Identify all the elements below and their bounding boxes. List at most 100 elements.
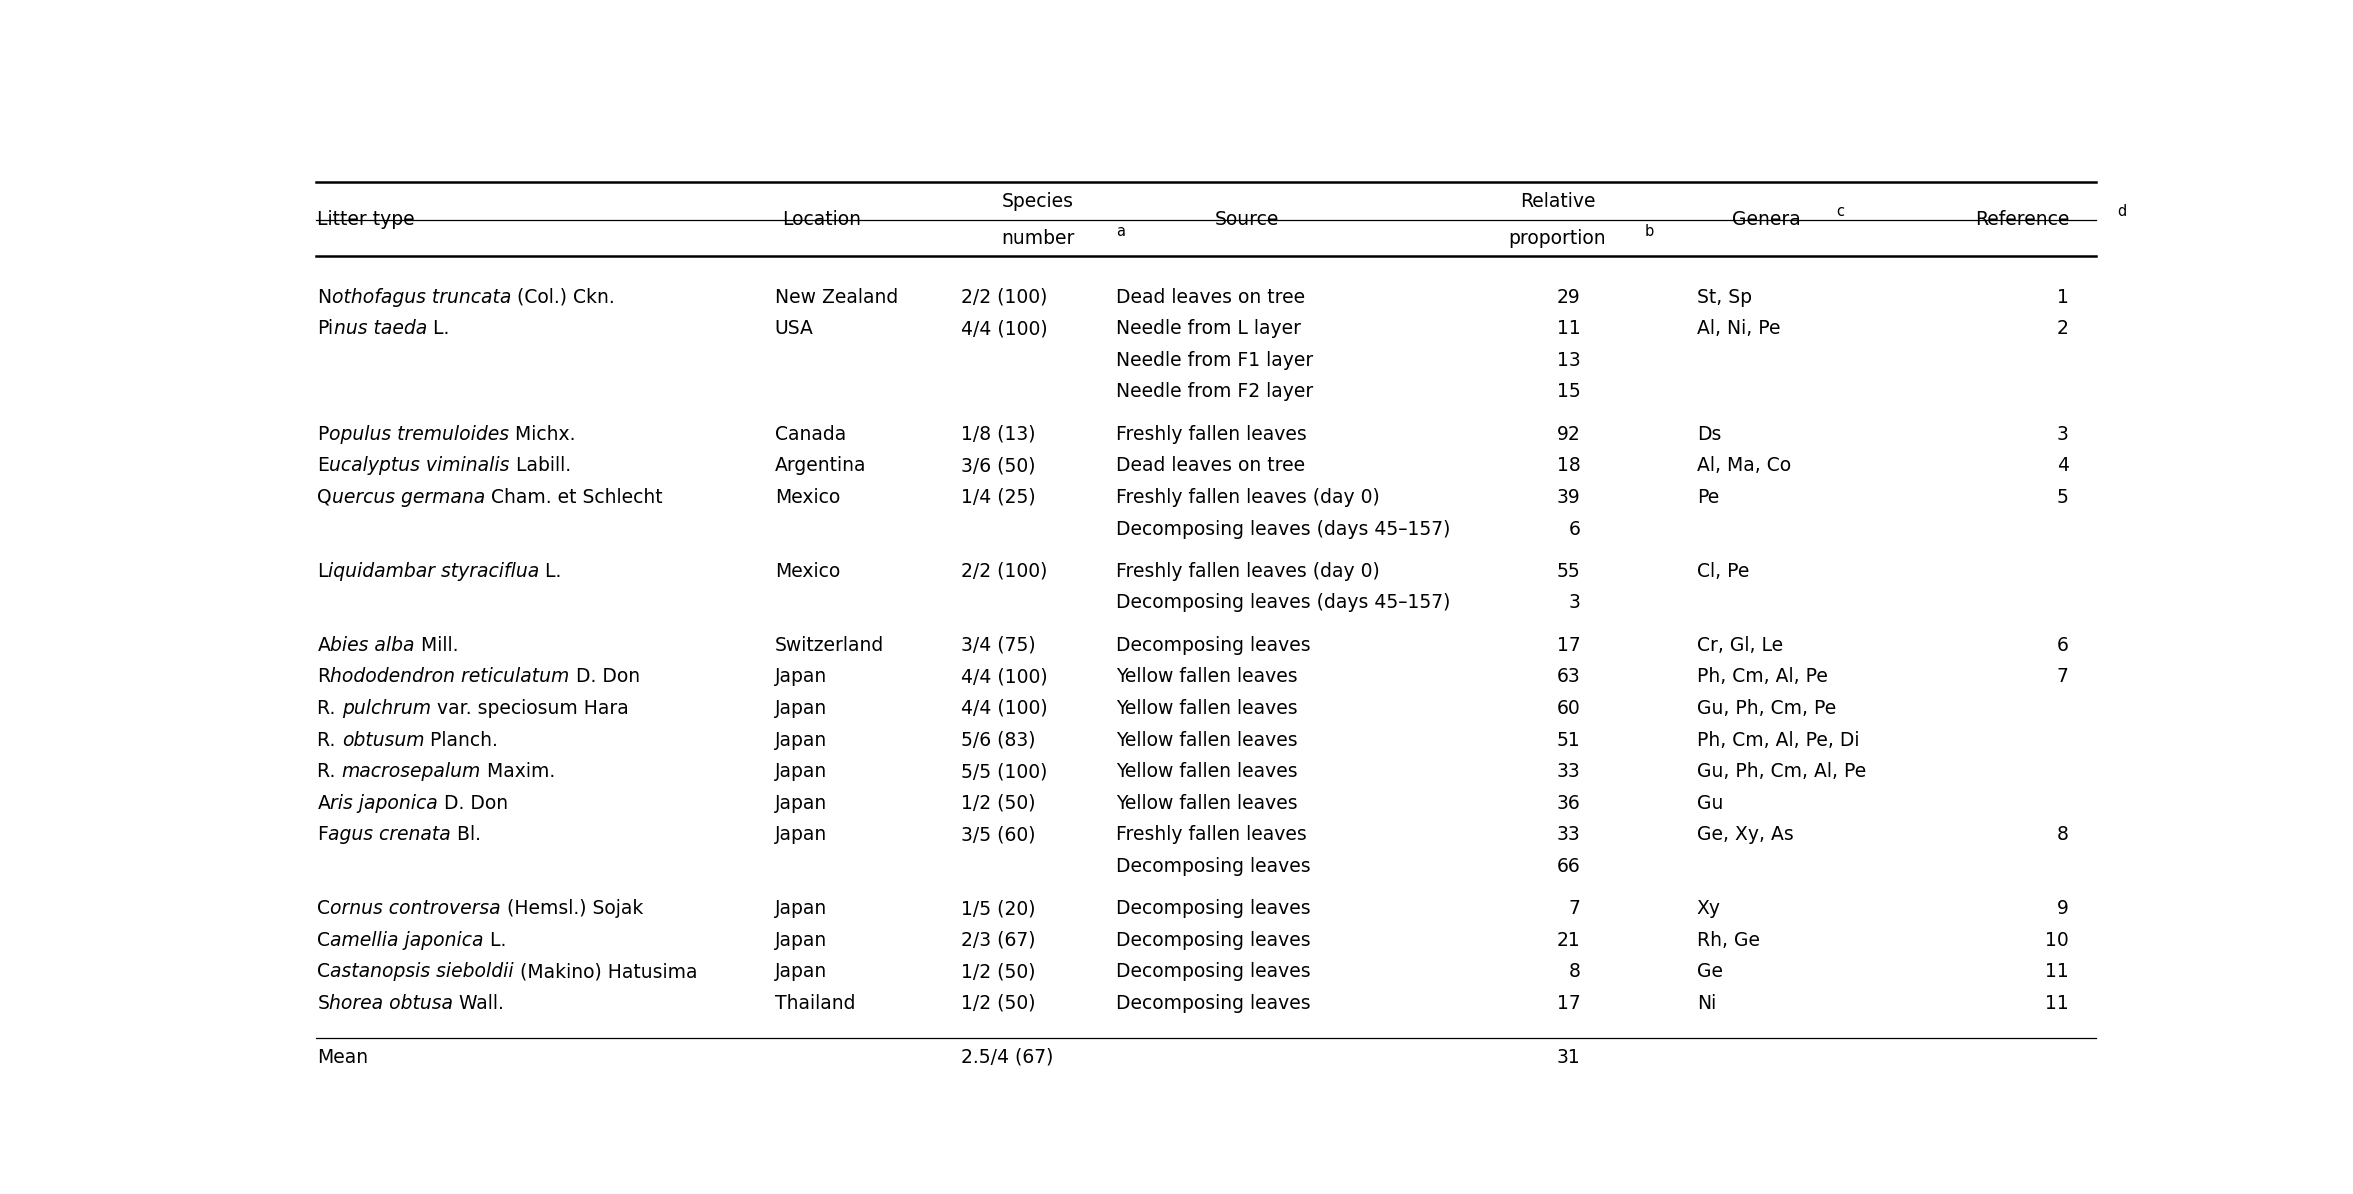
Text: 11: 11 [2045, 962, 2068, 981]
Text: Yellow fallen leaves: Yellow fallen leaves [1115, 794, 1297, 813]
Text: Japan: Japan [774, 731, 826, 750]
Text: F: F [318, 825, 329, 844]
Text: 5/6 (83): 5/6 (83) [960, 731, 1035, 750]
Text: Switzerland: Switzerland [774, 636, 885, 654]
Text: 2: 2 [2057, 319, 2068, 338]
Text: 4/4 (100): 4/4 (100) [960, 667, 1047, 687]
Text: D. Don: D. Don [569, 667, 640, 687]
Text: 55: 55 [1558, 562, 1581, 581]
Text: 7: 7 [1569, 899, 1581, 918]
Text: Bl.: Bl. [452, 825, 480, 844]
Text: Mean: Mean [318, 1048, 369, 1066]
Text: Michx.: Michx. [508, 425, 574, 444]
Text: var. speciosum Hara: var. speciosum Hara [431, 698, 628, 718]
Text: (Makino) Hatusima: (Makino) Hatusima [513, 962, 696, 981]
Text: 60: 60 [1558, 698, 1581, 718]
Text: Ph, Cm, Al, Pe: Ph, Cm, Al, Pe [1697, 667, 1828, 687]
Text: Ni: Ni [1697, 993, 1715, 1013]
Text: Freshly fallen leaves: Freshly fallen leaves [1115, 425, 1306, 444]
Text: othofagus truncata: othofagus truncata [332, 288, 511, 307]
Text: 3/5 (60): 3/5 (60) [960, 825, 1035, 844]
Text: uercus germana: uercus germana [332, 488, 485, 507]
Text: ornus controversa: ornus controversa [329, 899, 501, 918]
Text: c: c [1835, 204, 1845, 220]
Text: Location: Location [781, 210, 861, 228]
Text: 9: 9 [2057, 899, 2068, 918]
Text: 2/2 (100): 2/2 (100) [960, 562, 1047, 581]
Text: Rh, Ge: Rh, Ge [1697, 931, 1760, 949]
Text: Freshly fallen leaves (day 0): Freshly fallen leaves (day 0) [1115, 562, 1379, 581]
Text: nus taeda: nus taeda [334, 319, 426, 338]
Text: 3/6 (50): 3/6 (50) [960, 456, 1035, 475]
Text: agus crenata: agus crenata [329, 825, 452, 844]
Text: Planch.: Planch. [424, 731, 499, 750]
Text: 4/4 (100): 4/4 (100) [960, 319, 1047, 338]
Text: Dead leaves on tree: Dead leaves on tree [1115, 456, 1306, 475]
Text: Cham. et Schlecht: Cham. et Schlecht [485, 488, 664, 507]
Text: 4: 4 [2057, 456, 2068, 475]
Text: Al, Ma, Co: Al, Ma, Co [1697, 456, 1791, 475]
Text: 8: 8 [2057, 825, 2068, 844]
Text: Japan: Japan [774, 698, 826, 718]
Text: 5/5 (100): 5/5 (100) [960, 762, 1047, 781]
Text: Japan: Japan [774, 667, 826, 687]
Text: 3: 3 [2057, 425, 2068, 444]
Text: Al, Ni, Pe: Al, Ni, Pe [1697, 319, 1781, 338]
Text: Decomposing leaves: Decomposing leaves [1115, 636, 1311, 654]
Text: Japan: Japan [774, 899, 826, 918]
Text: 7: 7 [2057, 667, 2068, 687]
Text: 2/3 (67): 2/3 (67) [960, 931, 1035, 949]
Text: Thailand: Thailand [774, 993, 854, 1013]
Text: E: E [318, 456, 329, 475]
Text: 1/2 (50): 1/2 (50) [960, 993, 1035, 1013]
Text: 15: 15 [1558, 382, 1581, 401]
Text: Dead leaves on tree: Dead leaves on tree [1115, 288, 1306, 307]
Text: 17: 17 [1558, 636, 1581, 654]
Text: L.: L. [485, 931, 506, 949]
Text: Japan: Japan [774, 762, 826, 781]
Text: 1: 1 [2057, 288, 2068, 307]
Text: St, Sp: St, Sp [1697, 288, 1753, 307]
Text: Reference: Reference [1974, 210, 2071, 228]
Text: Litter type: Litter type [318, 210, 414, 228]
Text: Decomposing leaves (days 45–157): Decomposing leaves (days 45–157) [1115, 593, 1449, 613]
Text: Ds: Ds [1697, 425, 1722, 444]
Text: Decomposing leaves: Decomposing leaves [1115, 857, 1311, 876]
Text: Freshly fallen leaves (day 0): Freshly fallen leaves (day 0) [1115, 488, 1379, 507]
Text: 21: 21 [1558, 931, 1581, 949]
Text: hododendron reticulatum: hododendron reticulatum [329, 667, 569, 687]
Text: Ph, Cm, Al, Pe, Di: Ph, Cm, Al, Pe, Di [1697, 731, 1859, 750]
Text: 2/2 (100): 2/2 (100) [960, 288, 1047, 307]
Text: Ge, Xy, As: Ge, Xy, As [1697, 825, 1793, 844]
Text: Mexico: Mexico [774, 562, 840, 581]
Text: Needle from L layer: Needle from L layer [1115, 319, 1301, 338]
Text: bies alba: bies alba [329, 636, 414, 654]
Text: Gu, Ph, Cm, Al, Pe: Gu, Ph, Cm, Al, Pe [1697, 762, 1866, 781]
Text: 17: 17 [1558, 993, 1581, 1013]
Text: C: C [318, 899, 329, 918]
Text: C: C [318, 931, 329, 949]
Text: D. Don: D. Don [438, 794, 508, 813]
Text: 33: 33 [1558, 825, 1581, 844]
Text: Cr, Gl, Le: Cr, Gl, Le [1697, 636, 1784, 654]
Text: Japan: Japan [774, 931, 826, 949]
Text: C: C [318, 962, 329, 981]
Text: iquidambar styraciflua: iquidambar styraciflua [327, 562, 539, 581]
Text: Maxim.: Maxim. [480, 762, 555, 781]
Text: Cl, Pe: Cl, Pe [1697, 562, 1748, 581]
Text: 66: 66 [1558, 857, 1581, 876]
Text: 6: 6 [2057, 636, 2068, 654]
Text: 10: 10 [2045, 931, 2068, 949]
Text: number: number [1002, 229, 1075, 248]
Text: Xy: Xy [1697, 899, 1720, 918]
Text: 11: 11 [1558, 319, 1581, 338]
Text: R.: R. [318, 762, 341, 781]
Text: Gu, Ph, Cm, Pe: Gu, Ph, Cm, Pe [1697, 698, 1835, 718]
Text: New Zealand: New Zealand [774, 288, 899, 307]
Text: (Hemsl.) Sojak: (Hemsl.) Sojak [501, 899, 642, 918]
Text: USA: USA [774, 319, 814, 338]
Text: 6: 6 [1569, 519, 1581, 538]
Text: ucalyptus viminalis: ucalyptus viminalis [329, 456, 511, 475]
Text: L.: L. [539, 562, 562, 581]
Text: Decomposing leaves: Decomposing leaves [1115, 899, 1311, 918]
